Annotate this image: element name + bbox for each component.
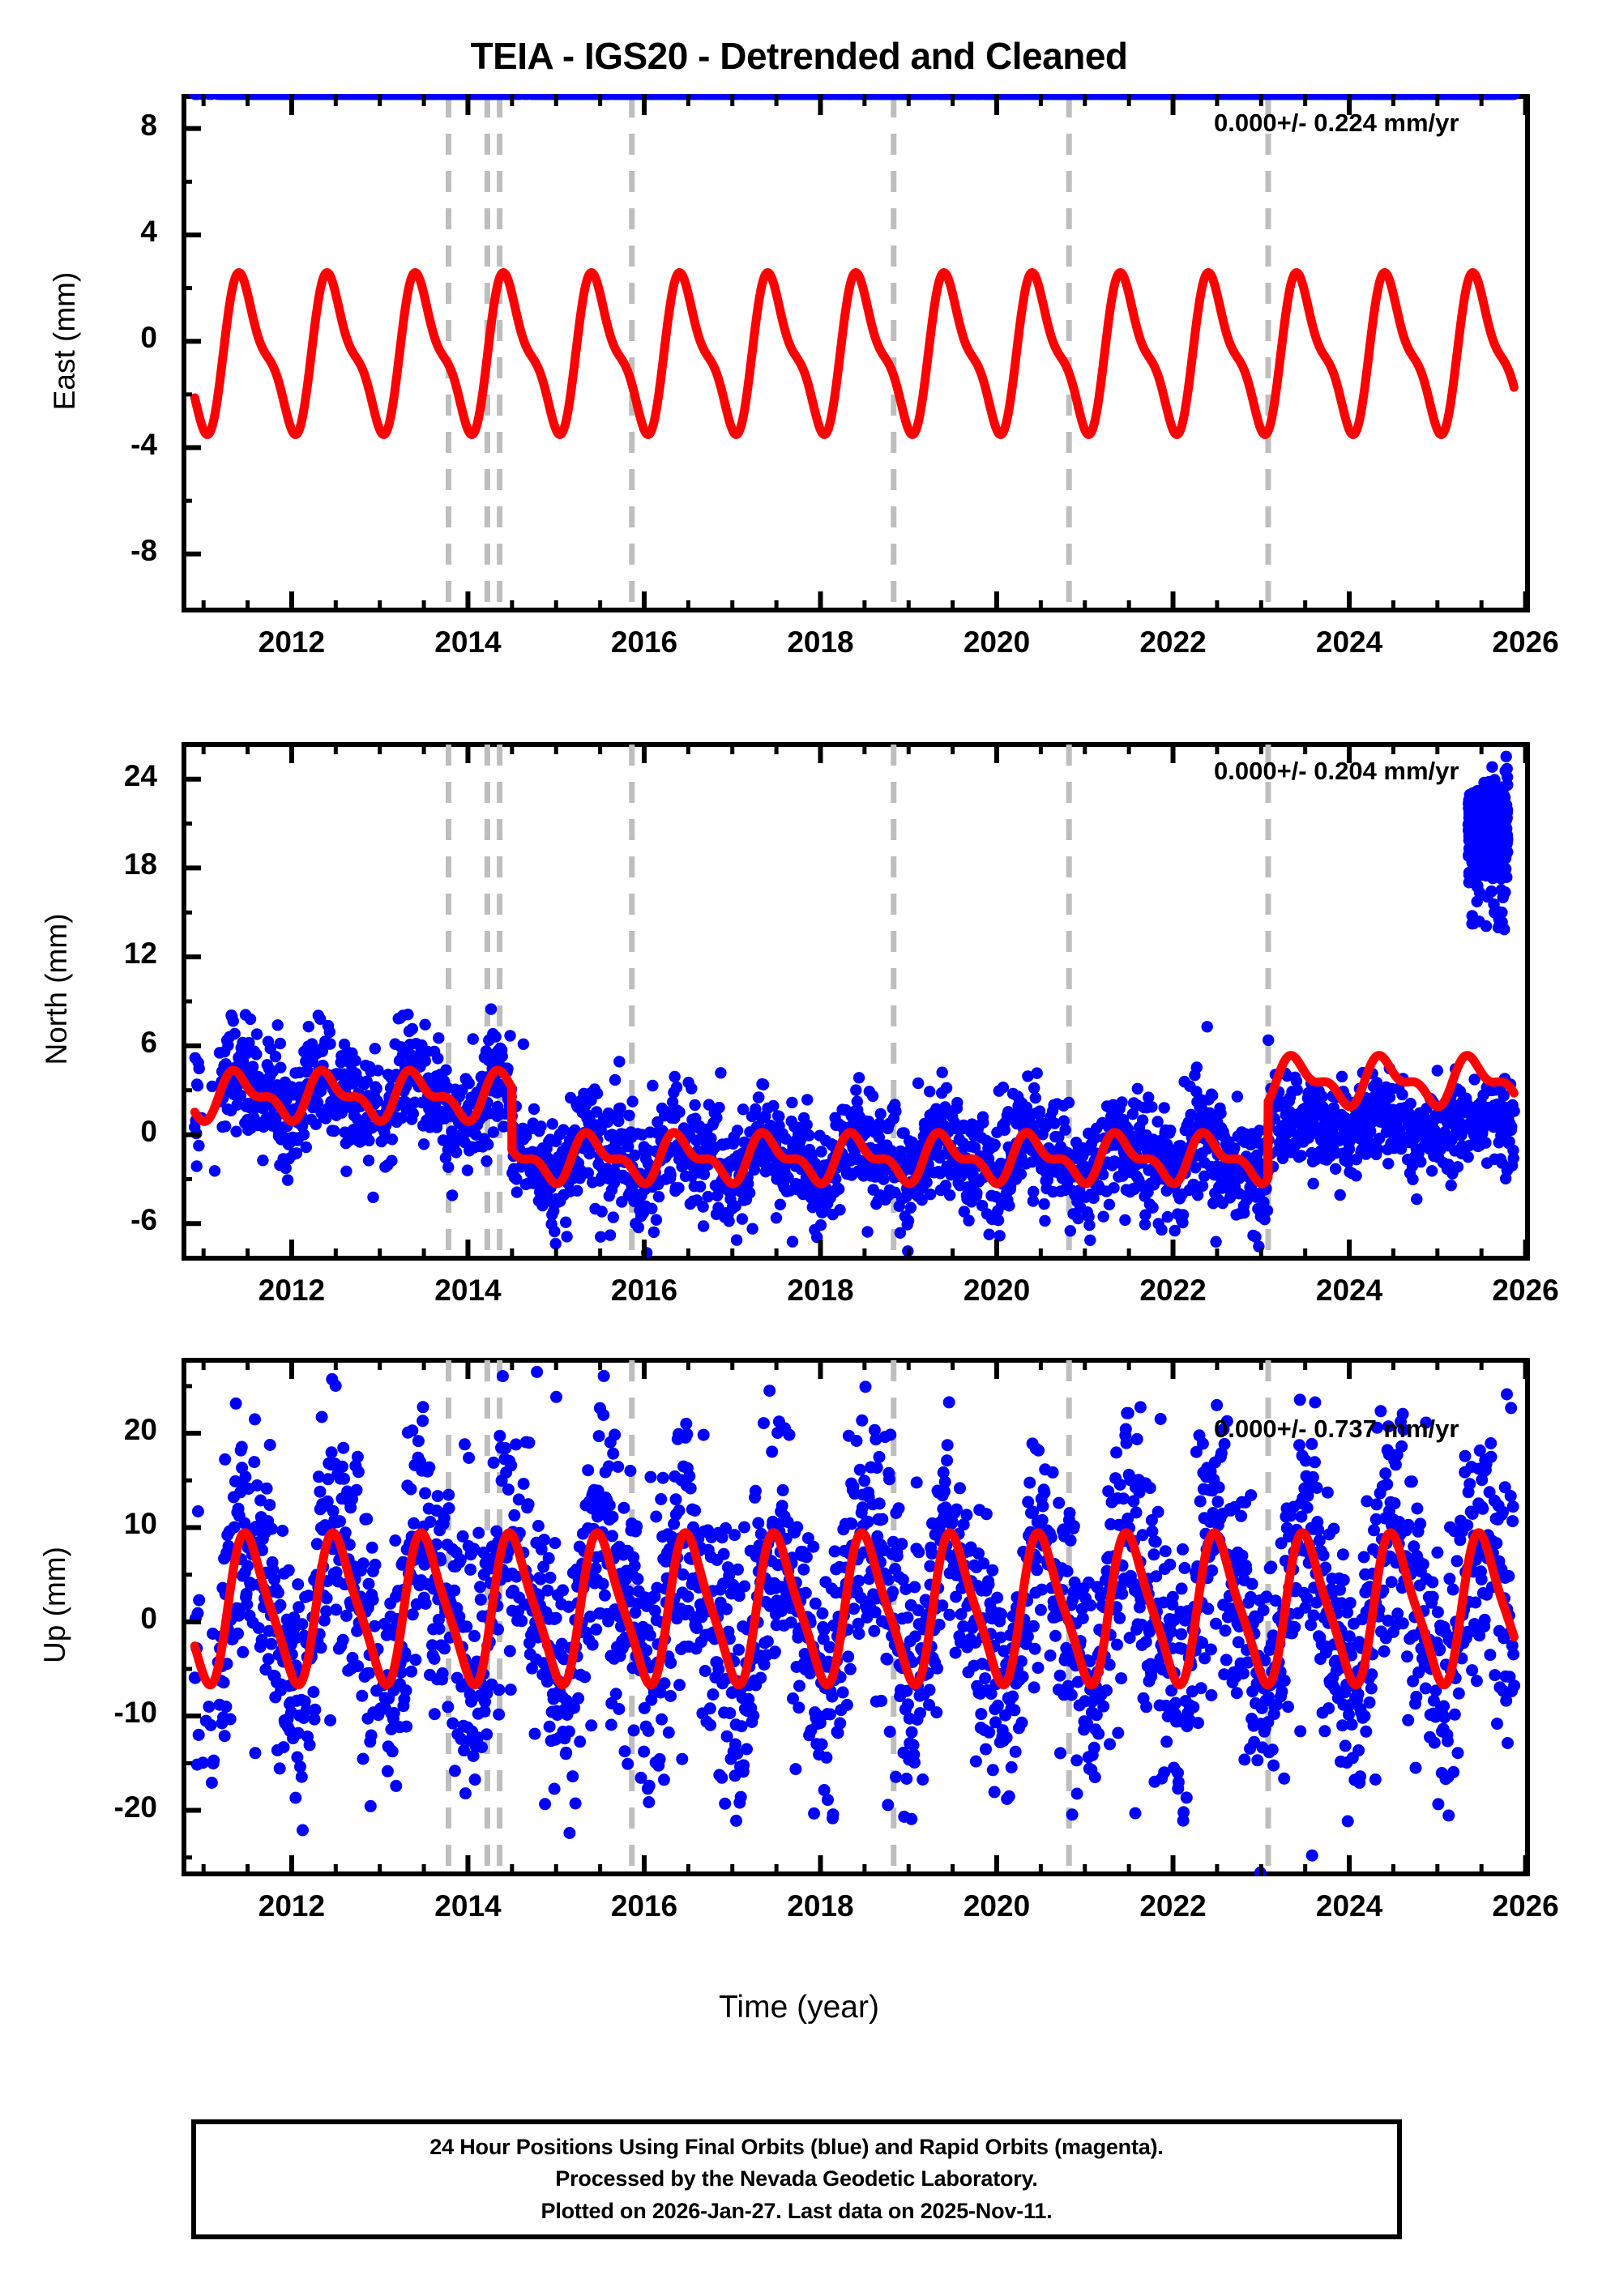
panel-north <box>182 742 1530 1261</box>
model-curve <box>190 268 1519 439</box>
x-tick-label-east-2: 2016 <box>610 625 678 659</box>
x-tick-label-up-0: 2012 <box>258 1889 326 1923</box>
data-points <box>189 750 1520 1259</box>
panel-east-plot-area <box>182 94 1528 612</box>
x-axis-label: Time (year) <box>719 1990 879 2025</box>
data-points <box>189 94 1520 100</box>
y-tick-label-up-3: -10 <box>113 1696 157 1730</box>
y-tick-label-up-1: 10 <box>123 1507 157 1541</box>
x-tick-label-north-0: 2012 <box>258 1274 326 1307</box>
x-tick-label-up-6: 2024 <box>1315 1889 1383 1923</box>
y-tick-label-north-0: 24 <box>123 758 157 792</box>
x-tick-label-up-7: 2026 <box>1492 1889 1559 1923</box>
y-tick-label-north-1: 18 <box>123 847 157 881</box>
y-tick-label-up-0: 20 <box>123 1413 157 1447</box>
panel-north-ylabel: North (mm) <box>40 913 73 1065</box>
page-title: TEIA - IGS20 - Detrended and Cleaned <box>470 35 1128 77</box>
panel-up-rate-label: 0.000+/- 0.737 mm/yr <box>1214 1415 1459 1443</box>
x-tick-label-east-5: 2022 <box>1139 625 1207 659</box>
x-tick-label-east-3: 2018 <box>787 625 854 659</box>
x-tick-label-up-2: 2016 <box>610 1889 678 1923</box>
x-tick-label-north-1: 2014 <box>434 1274 502 1307</box>
model-curve <box>190 1528 1519 1690</box>
x-tick-label-east-0: 2012 <box>258 625 326 659</box>
y-tick-label-east-4: -8 <box>130 533 157 567</box>
panel-north-plot-area <box>182 742 1528 1261</box>
y-tick-label-up-4: -20 <box>113 1790 157 1824</box>
x-tick-label-north-2: 2016 <box>610 1274 678 1307</box>
x-tick-label-east-7: 2026 <box>1492 625 1559 659</box>
y-tick-label-east-0: 8 <box>140 108 157 142</box>
x-tick-label-north-6: 2024 <box>1315 1274 1383 1307</box>
panel-up-plot-area <box>182 1358 1528 1876</box>
x-tick-label-north-5: 2022 <box>1139 1274 1207 1307</box>
model-curve <box>1263 1051 1519 1112</box>
y-tick-label-up-2: 0 <box>140 1601 157 1635</box>
x-tick-label-up-5: 2022 <box>1139 1889 1207 1923</box>
footer-line-2: Processed by the Nevada Geodetic Laborat… <box>555 2166 1038 2191</box>
footer-note-box: 24 Hour Positions Using Final Orbits (bl… <box>191 2119 1402 2239</box>
x-tick-label-up-3: 2018 <box>787 1889 854 1923</box>
x-tick-label-east-6: 2024 <box>1315 625 1383 659</box>
footer-line-3: Plotted on 2026-Jan-27. Last data on 202… <box>540 2198 1053 2223</box>
model-curve <box>507 1096 1273 1189</box>
x-tick-label-north-3: 2018 <box>787 1274 854 1307</box>
y-tick-label-north-5: -6 <box>130 1203 157 1237</box>
x-tick-label-up-1: 2014 <box>434 1889 502 1923</box>
y-tick-label-east-2: 0 <box>140 321 157 355</box>
panel-up <box>182 1358 1530 1876</box>
y-tick-label-east-1: 4 <box>140 214 157 248</box>
model-curve <box>190 1065 517 1154</box>
y-tick-label-north-4: 0 <box>140 1114 157 1148</box>
y-tick-label-north-3: 6 <box>140 1025 157 1059</box>
x-tick-label-north-4: 2020 <box>963 1274 1031 1307</box>
y-tick-label-east-3: -4 <box>130 427 157 461</box>
y-tick-label-north-2: 12 <box>123 937 157 971</box>
panel-north-rate-label: 0.000+/- 0.204 mm/yr <box>1214 757 1459 785</box>
x-tick-label-up-4: 2020 <box>963 1889 1031 1923</box>
footer-line-1: 24 Hour Positions Using Final Orbits (bl… <box>429 2135 1164 2160</box>
panel-east-frame <box>182 94 1530 612</box>
x-tick-label-east-4: 2020 <box>963 625 1031 659</box>
panel-east-rate-label: 0.000+/- 0.224 mm/yr <box>1214 109 1459 137</box>
panel-east <box>182 94 1530 612</box>
x-tick-label-east-1: 2014 <box>434 625 502 659</box>
x-tick-label-north-7: 2026 <box>1492 1274 1559 1307</box>
